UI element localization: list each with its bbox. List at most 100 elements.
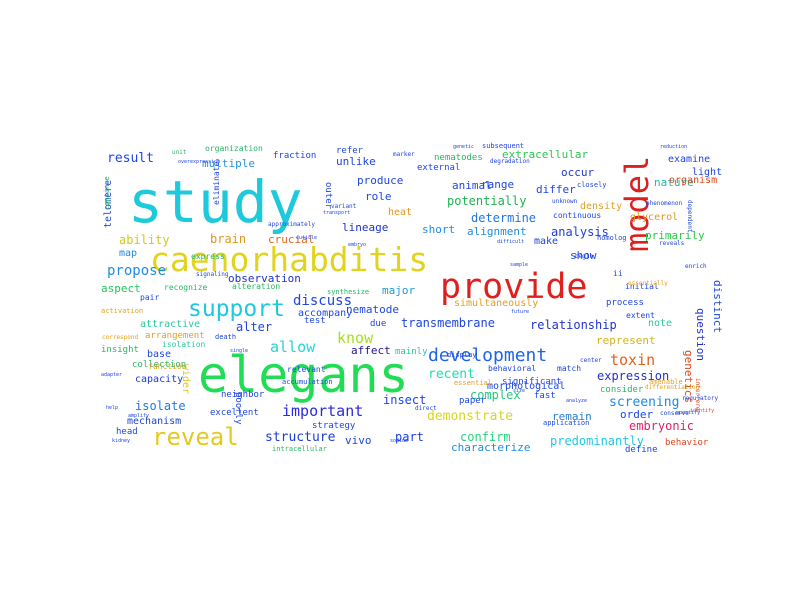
word-intracellular: intracellular [272, 445, 327, 453]
word-extracellular: extracellular [502, 148, 588, 161]
word-simultaneously: simultaneously [454, 298, 538, 309]
word-primarily: primarily [645, 229, 705, 242]
word-adapter: adapter [101, 372, 122, 378]
word-alteration: alteration [232, 282, 280, 291]
word-interfere: interfere [694, 378, 701, 411]
word-short: short [422, 223, 455, 236]
word-essential: essential [454, 379, 492, 387]
word-closely: closely [577, 181, 607, 189]
word-arrangement: arrangement [145, 331, 205, 341]
word-ii: ii [613, 269, 623, 278]
word-alignment: alignment [467, 225, 527, 238]
word-significant: significant [502, 377, 562, 387]
word-overexpression: overexpression [178, 159, 220, 165]
word-examine: examine [668, 154, 710, 165]
word-refer: refer [336, 146, 364, 156]
word-initial: initial [625, 282, 659, 291]
word-organism: organism [669, 175, 717, 186]
word-degradation: degradation [490, 158, 530, 165]
word-ability: ability [119, 233, 170, 247]
word-nematodes: nematodes [434, 153, 483, 163]
word-identify: identify [690, 408, 714, 414]
word-activation: activation [101, 307, 143, 315]
word-predominantly: predominantly [550, 434, 644, 448]
word-consider: consider [600, 385, 644, 395]
word-morphological: morphological [487, 381, 565, 392]
word-paper: paper [459, 396, 487, 406]
word-observation: observation [228, 272, 301, 285]
word-center: center [580, 357, 602, 364]
word-support: support [188, 296, 285, 322]
word-transport: transport [323, 210, 350, 216]
word-confirm: confirm [460, 430, 511, 444]
word-nature: nature [654, 176, 694, 189]
word-sample: sample [510, 262, 528, 268]
word-map: map [119, 248, 137, 259]
word-neighbor: neighbor [221, 390, 265, 400]
word-difficult: difficult [497, 239, 524, 245]
word-approximately: approximately [268, 221, 315, 228]
word-genetic: genetic [453, 144, 474, 150]
word-animal: animal [452, 179, 492, 192]
word-structure: structure [265, 430, 336, 445]
word-embryo: embryo [348, 242, 366, 248]
word-collection: collection [132, 360, 186, 370]
word-extent: extent [626, 311, 655, 320]
word-eliminate: eliminate [212, 161, 221, 205]
word-show: show [570, 249, 597, 262]
word-differ: differ [536, 183, 576, 196]
word-question: question [694, 308, 707, 361]
word-cuticle: cuticle [296, 235, 317, 241]
word-synthesize: synthesize [327, 288, 369, 296]
word-amenable: amenable [649, 378, 683, 386]
word-attractive: attractive [140, 319, 200, 330]
word-quantify: quantify [676, 410, 700, 416]
word-homolog: homolog [597, 234, 627, 242]
word-insect: insect [383, 393, 426, 407]
word-aspect: aspect [101, 282, 141, 295]
word-fast: fast [534, 391, 556, 401]
word-reduction: reduction [660, 144, 687, 150]
word-accompany: accompany [298, 308, 352, 319]
word-development: development [428, 345, 547, 366]
word-important: important [282, 402, 363, 420]
word-model: model [618, 156, 656, 252]
word-demonstrate: demonstrate [427, 409, 513, 424]
word-produce: produce [357, 174, 403, 187]
word-continuous: continuous [553, 211, 601, 220]
word-relationship: relationship [530, 318, 617, 332]
word-base: base [147, 349, 171, 360]
word-signaling: signaling [196, 271, 229, 278]
word-variant: variant [331, 203, 357, 210]
word-nematode: nematode [346, 303, 399, 316]
word-mechanism: mechanism [127, 416, 181, 427]
word-remain: remain [552, 410, 592, 423]
word-outer: outer [323, 182, 333, 210]
word-continue: continue [103, 176, 111, 210]
word-isolation: isolation [162, 340, 206, 349]
word-glycerol: glycerol [630, 212, 678, 223]
word-strategy: strategy [312, 421, 356, 431]
word-complex: complex [470, 388, 521, 402]
word-range: range [481, 178, 514, 191]
word-external: external [417, 163, 460, 173]
word-distinct: distinct [711, 280, 724, 333]
word-display: display [447, 351, 477, 359]
word-wider: wider [180, 364, 191, 394]
word-size: size [513, 388, 525, 394]
word-regulatory: regulatory [682, 395, 719, 402]
word-phenomenon: phenomenon [646, 200, 683, 207]
word-propose: propose [107, 263, 166, 279]
word-behavior: behavior [665, 438, 709, 448]
word-brain: brain [210, 232, 246, 246]
word-analyze: analyze [566, 398, 587, 404]
word-single: single [230, 348, 248, 354]
word-expression: expression [597, 369, 669, 383]
word-major: major [382, 284, 415, 297]
word-capacity: capacity [135, 374, 183, 385]
word-unlike: unlike [336, 155, 376, 168]
word-amplify: amplify [128, 413, 149, 419]
word-recent: recent [428, 367, 475, 382]
word-define: define [625, 445, 658, 455]
word-process: process [606, 298, 644, 308]
